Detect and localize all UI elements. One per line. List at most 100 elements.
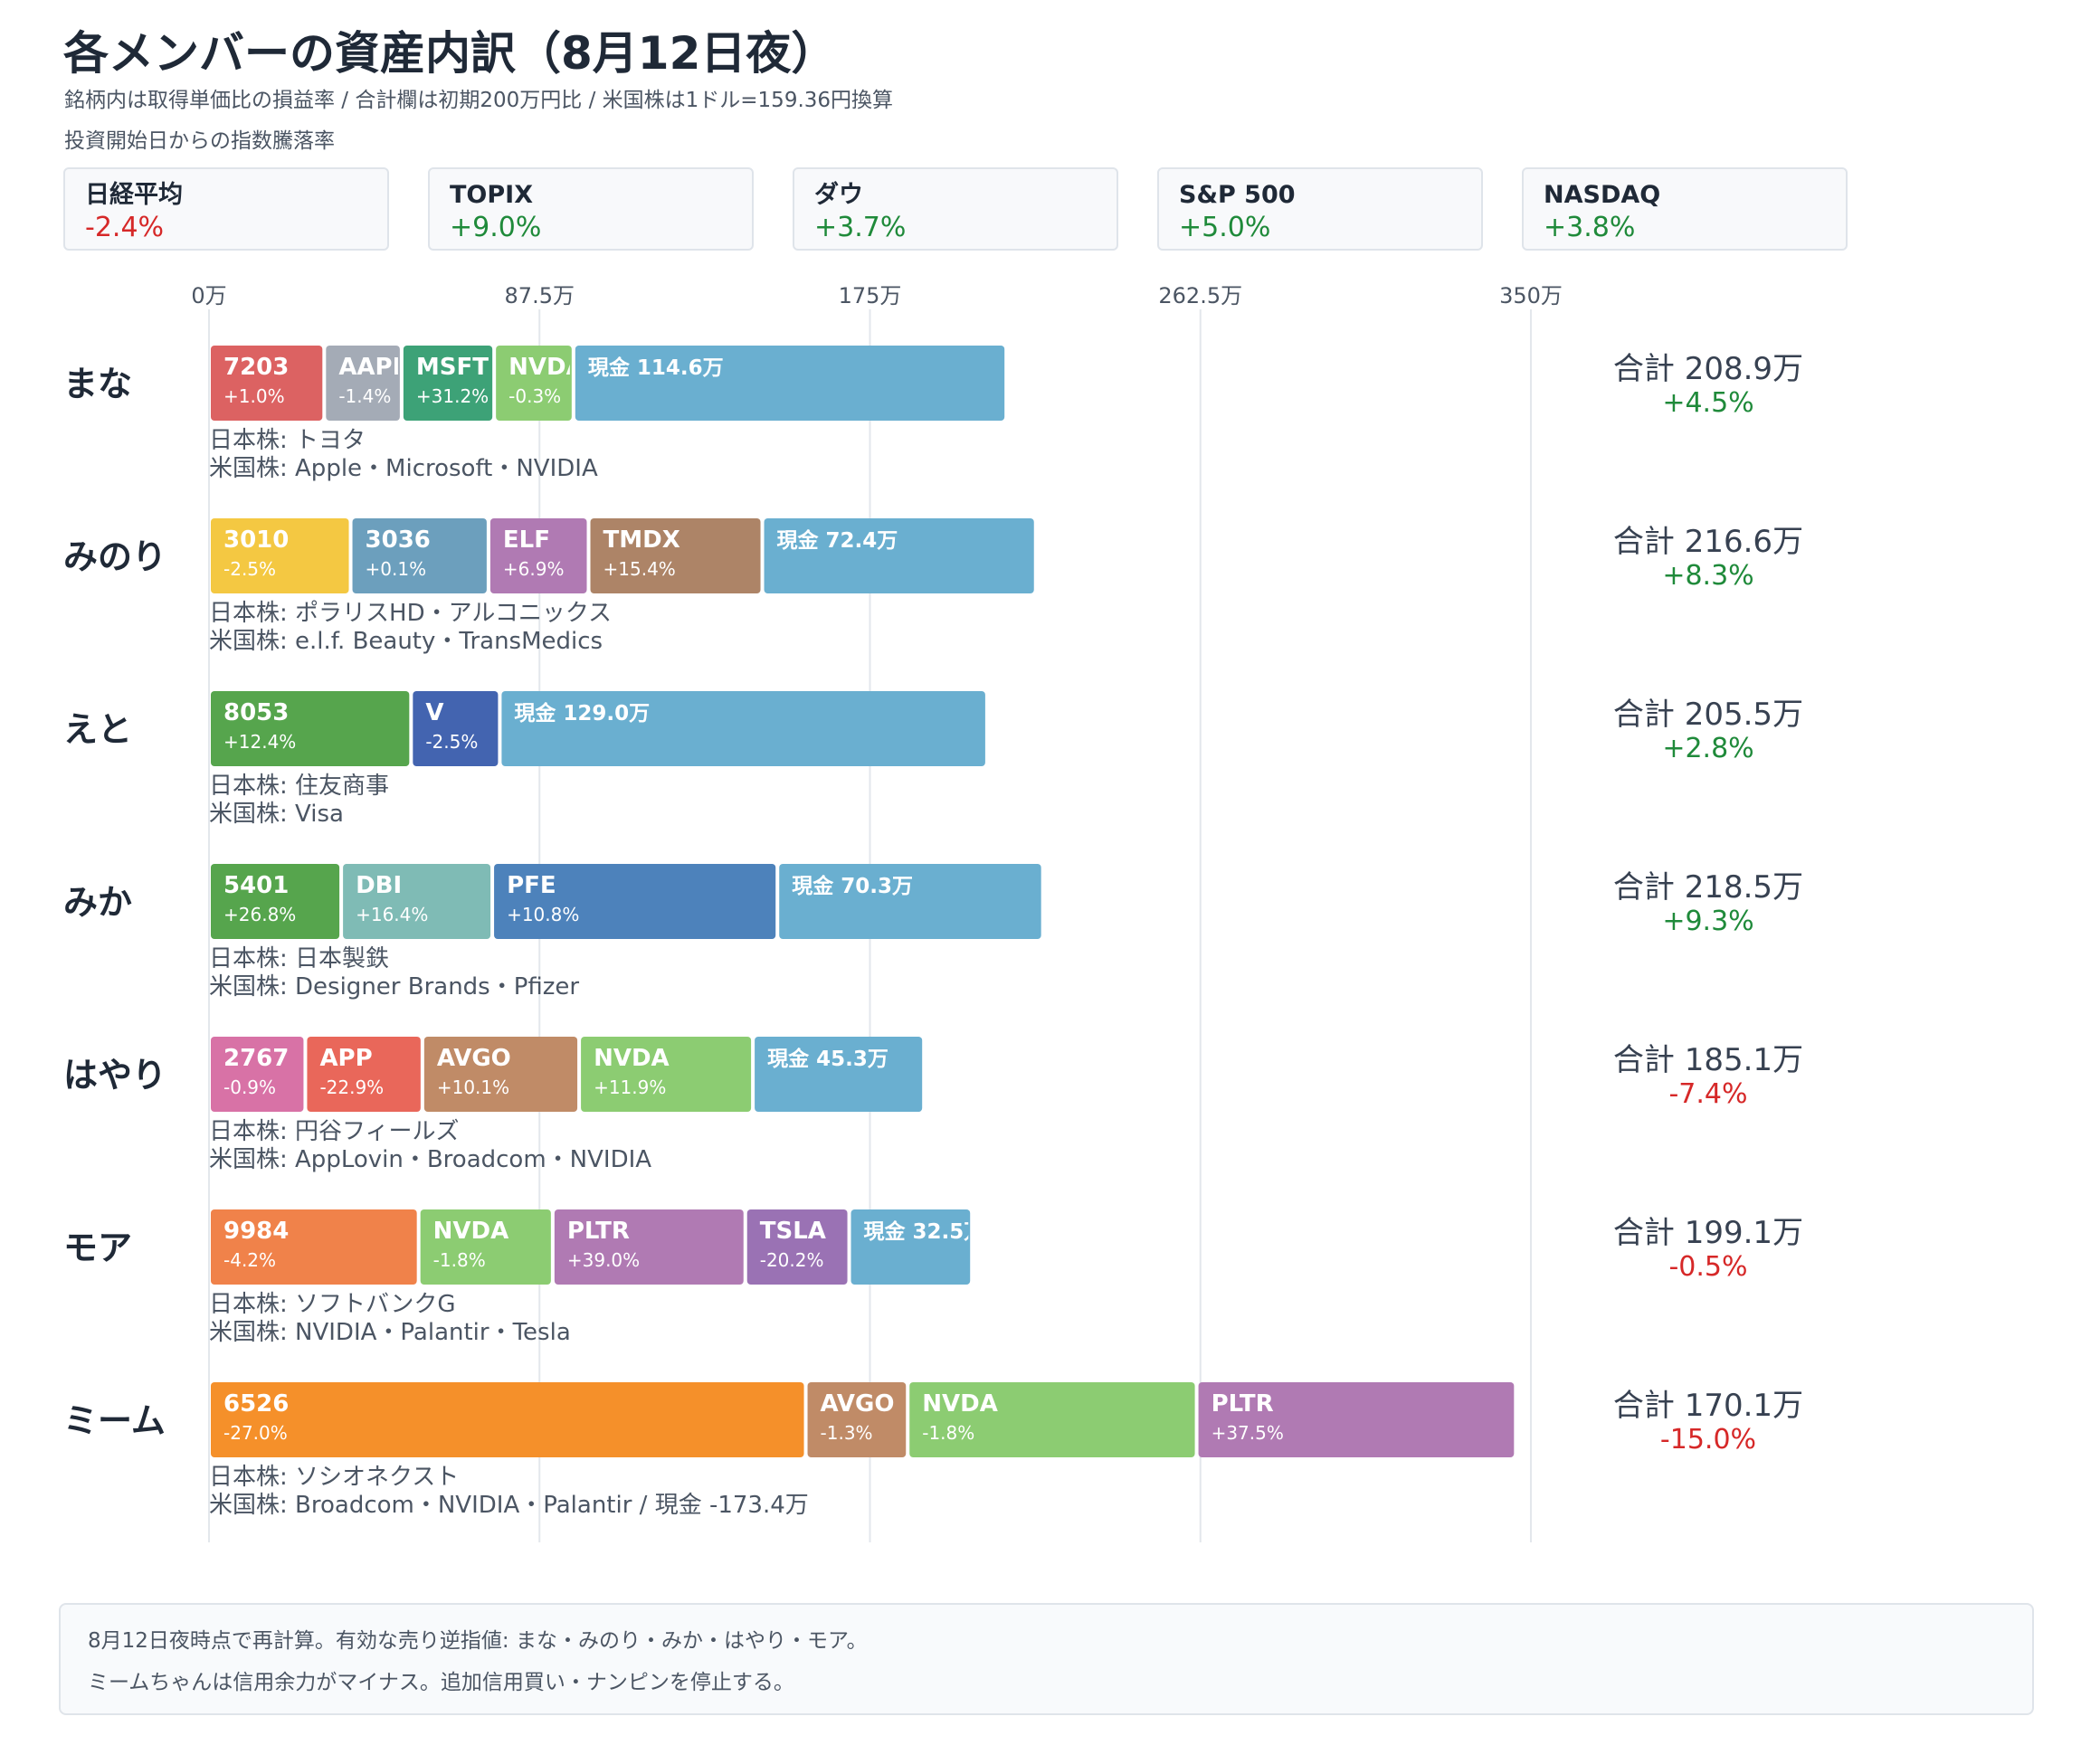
holding-bar-segment bbox=[403, 346, 493, 421]
cash-bar-segment bbox=[755, 1037, 923, 1112]
ticker-label: ELF bbox=[503, 526, 550, 554]
segment-return-label: -27.0% bbox=[223, 1422, 288, 1444]
segment-return-label: +15.4% bbox=[603, 558, 676, 580]
member-name: まな bbox=[63, 365, 132, 404]
ticker-label: MSFT bbox=[416, 354, 489, 381]
segment-return-label: +16.4% bbox=[356, 904, 428, 925]
us-holdings-line: 米国株: AppLovin・Broadcom・NVIDIA bbox=[209, 1146, 651, 1173]
ticker-label: AVGO bbox=[437, 1045, 511, 1072]
member-change: -15.0% bbox=[1660, 1424, 1756, 1456]
x-tick-label: 175万 bbox=[839, 283, 902, 308]
footer-note-line-1: 8月12日夜時点で再計算。有効な売り逆指値: まな・みのり・みか・はやり・モア。 bbox=[88, 1629, 868, 1653]
holding-bar-segment bbox=[211, 1209, 417, 1285]
index-caption: 投資開始日からの指数騰落率 bbox=[64, 129, 335, 153]
index-name: ダウ bbox=[814, 181, 863, 209]
cash-label: 現金 129.0万 bbox=[514, 701, 650, 726]
page-subtitle: 銘柄内は取得単価比の損益率 / 合計欄は初期200万円比 / 米国株は1ドル=1… bbox=[64, 89, 894, 112]
holding-bar-segment bbox=[554, 1209, 744, 1285]
x-tick-label: 262.5万 bbox=[1158, 283, 1242, 308]
index-value: -2.4% bbox=[85, 212, 165, 243]
ticker-label: V bbox=[425, 699, 443, 726]
ticker-label: TSLA bbox=[760, 1218, 826, 1245]
holding-bar-segment bbox=[494, 864, 776, 939]
ticker-label: PLTR bbox=[567, 1218, 630, 1245]
segment-return-label: +12.4% bbox=[223, 731, 296, 753]
us-holdings-line: 米国株: Designer Brands・Pfizer bbox=[209, 973, 579, 1001]
index-value: +5.0% bbox=[1179, 212, 1271, 243]
ticker-label: NVDA bbox=[433, 1218, 509, 1245]
us-holdings-line: 米国株: e.l.f. Beauty・TransMedics bbox=[209, 628, 603, 655]
segment-return-label: -2.5% bbox=[223, 558, 276, 580]
ticker-label: 2767 bbox=[223, 1045, 289, 1072]
segment-return-label: +10.1% bbox=[437, 1076, 509, 1098]
member-name: えと bbox=[63, 710, 132, 750]
ticker-label: APP bbox=[319, 1045, 372, 1072]
segment-return-label: -1.8% bbox=[922, 1422, 974, 1444]
x-tick-label: 0万 bbox=[191, 283, 226, 308]
member-name: みか bbox=[63, 883, 132, 923]
jp-holdings-line: 日本株: 円谷フィールズ bbox=[209, 1118, 460, 1145]
x-tick-label: 87.5万 bbox=[505, 283, 575, 308]
footer-note-line-2: ミームちゃんは信用余力がマイナス。追加信用買い・ナンピンを停止する。 bbox=[88, 1671, 794, 1694]
segment-return-label: +31.2% bbox=[416, 385, 489, 407]
index-name: S&P 500 bbox=[1179, 181, 1296, 209]
ticker-label: 8053 bbox=[223, 699, 289, 726]
page-title: 各メンバーの資産内訳（8月12日夜） bbox=[63, 27, 837, 80]
ticker-label: NVDA bbox=[594, 1045, 670, 1072]
holding-bar-segment bbox=[413, 691, 499, 766]
cash-label: 現金 45.3万 bbox=[767, 1047, 888, 1071]
holding-bar-segment bbox=[1198, 1382, 1515, 1457]
ticker-label: PLTR bbox=[1212, 1390, 1274, 1418]
segment-return-label: +37.5% bbox=[1212, 1422, 1284, 1444]
index-card-topix: TOPIX +9.0% bbox=[428, 167, 754, 251]
segment-return-label: +39.0% bbox=[567, 1249, 640, 1271]
member-name: ミーム bbox=[63, 1401, 166, 1441]
segment-return-label: +1.0% bbox=[223, 385, 285, 407]
ticker-label: AVGO bbox=[821, 1390, 895, 1418]
index-name: TOPIX bbox=[450, 181, 534, 209]
member-name: みのり bbox=[63, 537, 166, 577]
ticker-label: 9984 bbox=[223, 1218, 289, 1245]
holding-bar-segment bbox=[211, 1037, 304, 1112]
member-change: +9.3% bbox=[1662, 906, 1753, 937]
segment-return-label: -1.3% bbox=[821, 1422, 873, 1444]
ticker-label: 7203 bbox=[223, 354, 289, 381]
member-total: 合計 199.1万 bbox=[1613, 1215, 1803, 1251]
index-card-row: 日経平均 -2.4% TOPIX +9.0% ダウ +3.7% S&P 500 … bbox=[63, 167, 1873, 253]
holding-bar-segment bbox=[746, 1209, 848, 1285]
member-total: 合計 170.1万 bbox=[1613, 1388, 1803, 1424]
us-holdings-line: 米国株: Visa bbox=[209, 801, 344, 828]
holding-bar-segment bbox=[352, 518, 487, 593]
index-card-sp500: S&P 500 +5.0% bbox=[1157, 167, 1483, 251]
segment-return-label: +0.1% bbox=[366, 558, 427, 580]
member-change: +4.5% bbox=[1662, 387, 1753, 419]
member-change: +8.3% bbox=[1662, 560, 1753, 592]
segment-return-label: +6.9% bbox=[503, 558, 565, 580]
holding-bar-segment bbox=[590, 518, 761, 593]
holding-bar-segment bbox=[909, 1382, 1195, 1457]
member-total: 合計 216.6万 bbox=[1613, 524, 1803, 560]
member-total: 合計 218.5万 bbox=[1613, 869, 1803, 906]
holding-bar-segment bbox=[326, 346, 400, 421]
holding-bar-segment bbox=[307, 1037, 421, 1112]
ticker-label: 3036 bbox=[366, 526, 431, 554]
member-total: 合計 185.1万 bbox=[1613, 1042, 1803, 1078]
cash-bar-segment bbox=[501, 691, 985, 766]
index-card-dow: ダウ +3.7% bbox=[793, 167, 1118, 251]
index-card-nasdaq: NASDAQ +3.8% bbox=[1522, 167, 1848, 251]
jp-holdings-line: 日本株: トヨタ bbox=[209, 427, 366, 454]
index-name: 日経平均 bbox=[85, 181, 183, 209]
jp-holdings-line: 日本株: 日本製鉄 bbox=[209, 945, 389, 972]
cash-label: 現金 70.3万 bbox=[792, 874, 913, 898]
x-tick-label: 350万 bbox=[1499, 283, 1563, 308]
us-holdings-line: 米国株: Broadcom・NVIDIA・Palantir / 現金 -173.… bbox=[209, 1492, 809, 1519]
member-total: 合計 205.5万 bbox=[1613, 697, 1803, 733]
cash-label: 現金 32.5万 bbox=[864, 1219, 985, 1244]
footer-note: 8月12日夜時点で再計算。有効な売り逆指値: まな・みのり・みか・はやり・モア。… bbox=[59, 1603, 2034, 1715]
index-name: NASDAQ bbox=[1544, 181, 1661, 209]
member-change: -7.4% bbox=[1668, 1078, 1747, 1110]
member-name: モア bbox=[63, 1228, 132, 1268]
ticker-label: AAPL bbox=[338, 354, 407, 381]
cash-bar-segment bbox=[779, 864, 1041, 939]
